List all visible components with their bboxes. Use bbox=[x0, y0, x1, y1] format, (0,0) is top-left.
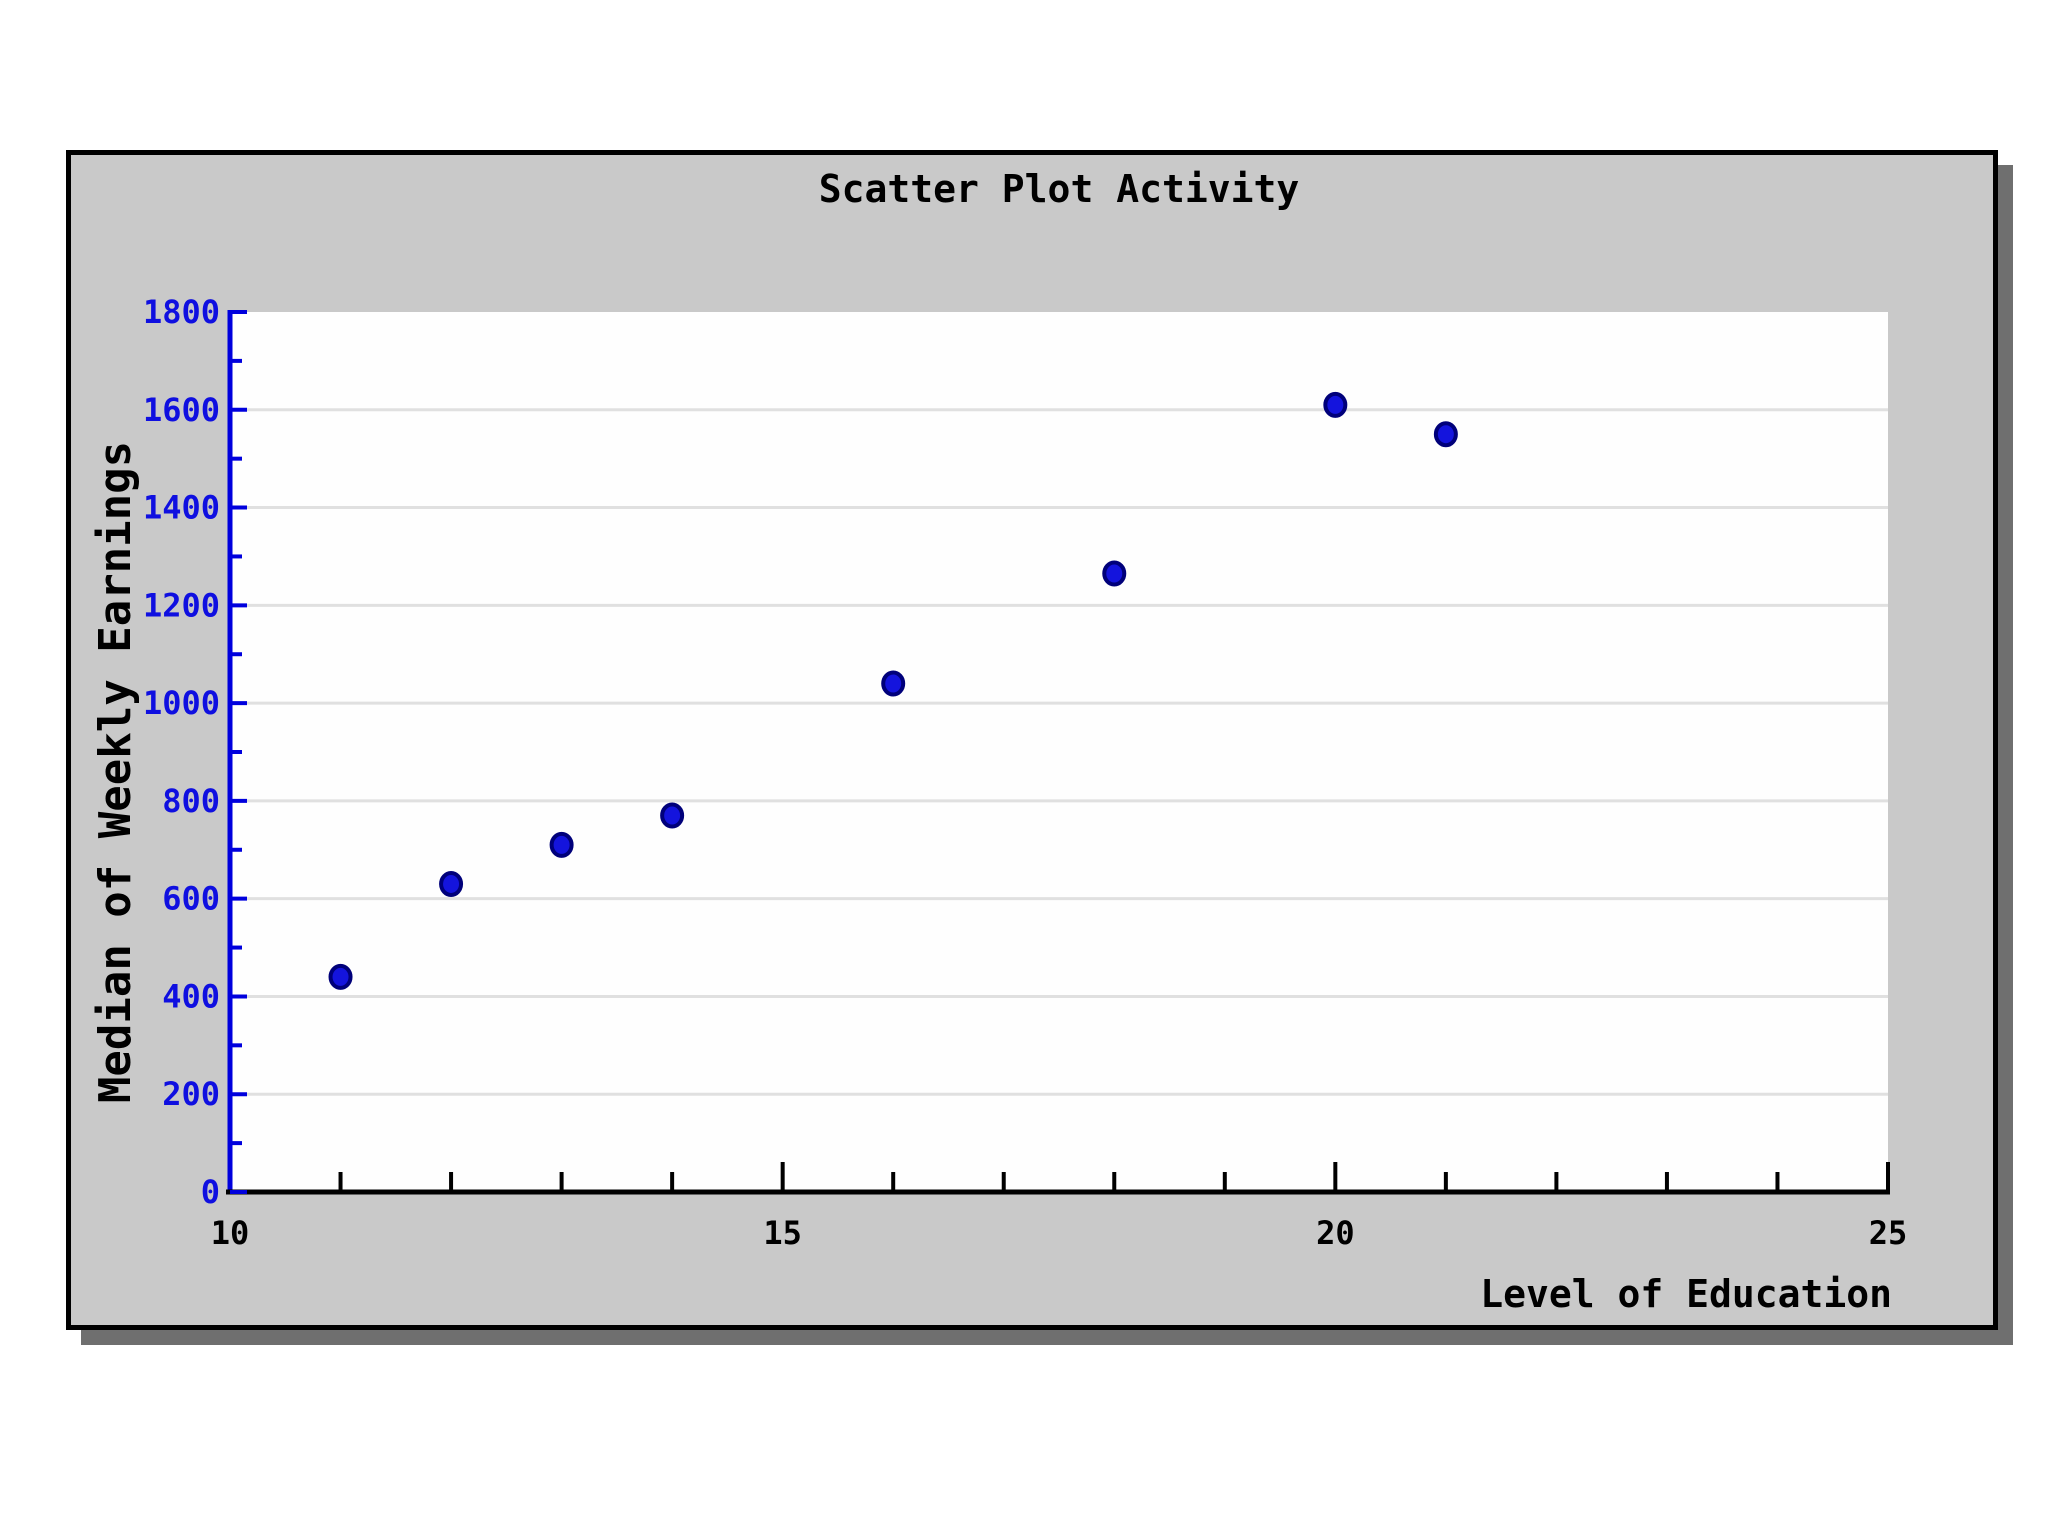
data-point bbox=[549, 831, 574, 858]
data-point bbox=[1323, 391, 1348, 418]
data-point bbox=[881, 670, 906, 697]
plot-area bbox=[230, 312, 1888, 1192]
data-points bbox=[328, 391, 1458, 990]
y-tick-label: 0 bbox=[201, 1173, 220, 1211]
y-tick-label: 800 bbox=[162, 782, 220, 820]
y-tick-label: 1600 bbox=[143, 391, 220, 429]
gridlines bbox=[230, 408, 1888, 1096]
data-point bbox=[1433, 421, 1458, 448]
x-axis-title: Level of Education bbox=[1480, 1272, 1892, 1316]
x-tick-label: 15 bbox=[763, 1214, 802, 1252]
y-tick-label: 1200 bbox=[143, 586, 220, 624]
data-point bbox=[439, 871, 464, 897]
plot-background bbox=[230, 312, 1888, 1192]
tick-marks bbox=[230, 310, 1890, 1194]
x-tick-label: 10 bbox=[211, 1214, 250, 1252]
y-axis-title: Median of Weekly Earnings bbox=[90, 441, 141, 1103]
tick-labels: 0 200 400 600 800 1000 1200 1400 1600 1800 10 15 20 2… bbox=[143, 293, 1907, 1252]
data-point bbox=[660, 802, 685, 829]
y-tick-label: 600 bbox=[162, 880, 220, 918]
y-tick-label: 1400 bbox=[143, 489, 220, 527]
data-point bbox=[328, 963, 353, 990]
y-tick-label: 1000 bbox=[143, 684, 220, 722]
y-tick-label: 400 bbox=[162, 977, 220, 1015]
y-tick-label: 200 bbox=[162, 1075, 220, 1113]
x-tick-label: 20 bbox=[1316, 1214, 1355, 1252]
y-tick-label: 1800 bbox=[143, 293, 220, 331]
x-tick-label: 25 bbox=[1869, 1214, 1908, 1252]
chart-title: Scatter Plot Activity bbox=[819, 167, 1299, 211]
data-point bbox=[1102, 560, 1127, 587]
